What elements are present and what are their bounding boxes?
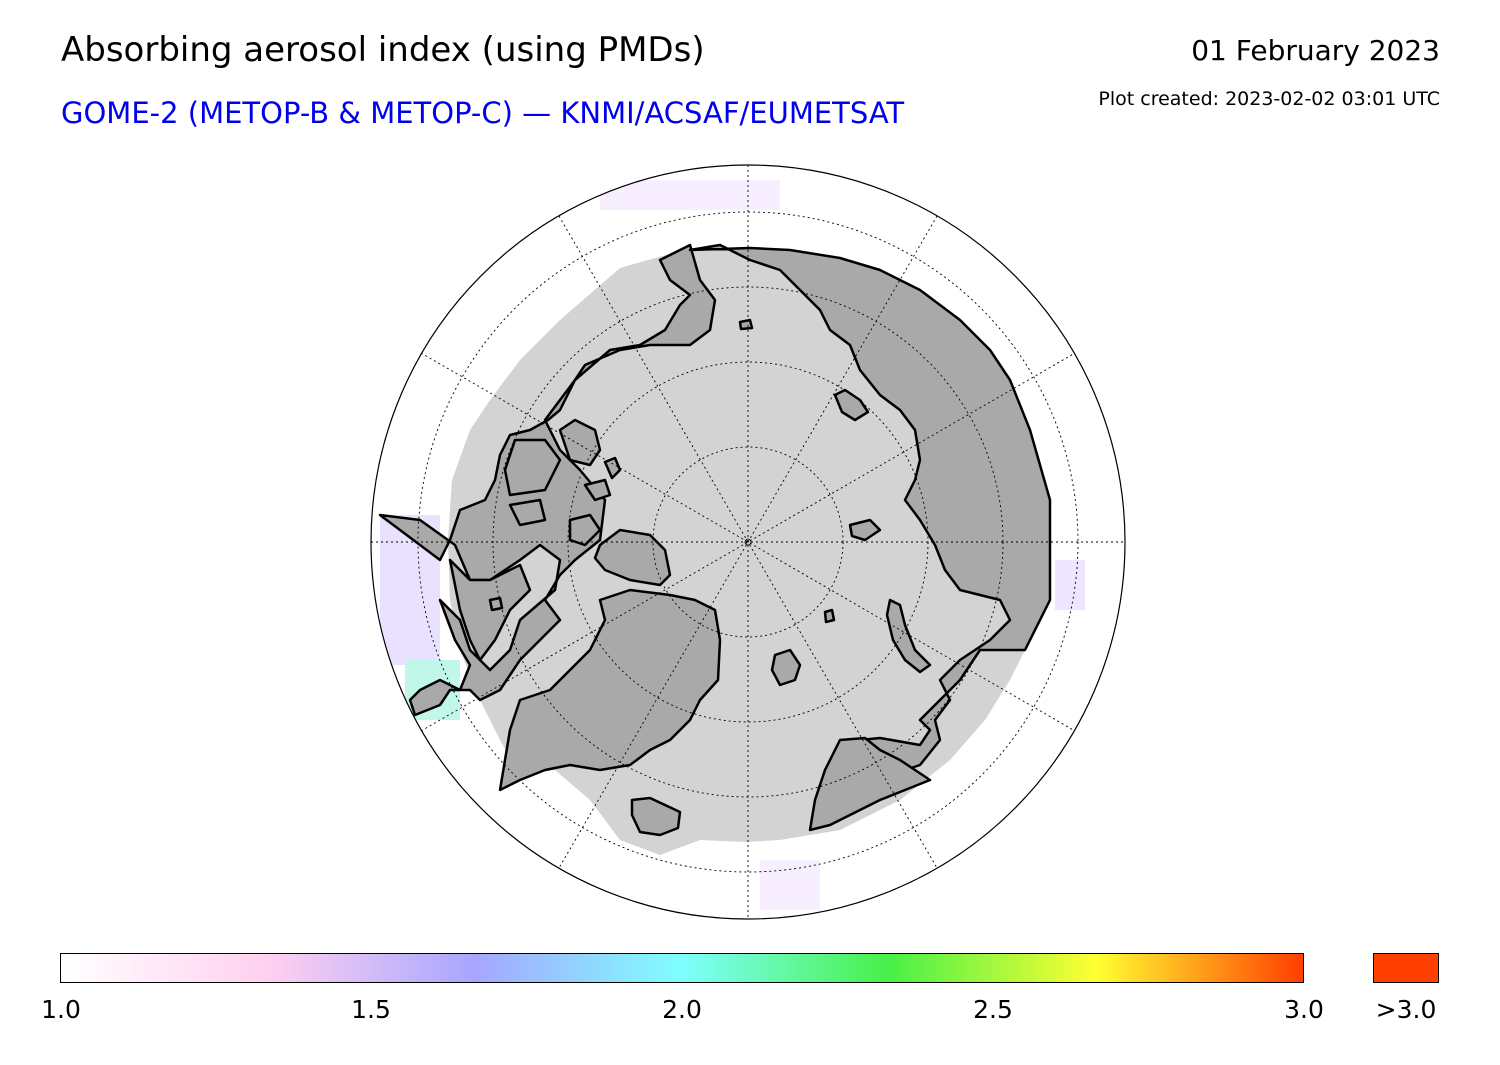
land-novaya-zemlya	[885, 598, 932, 674]
island-severnaya	[848, 518, 882, 542]
land-svalbard	[770, 648, 802, 687]
island-devon	[503, 438, 562, 497]
land-siberia	[688, 243, 1052, 777]
graticule	[371, 165, 1125, 919]
island-franz-josef	[823, 608, 836, 624]
pole-marker	[744, 538, 752, 546]
aerosol-speckle-layer	[380, 180, 1085, 910]
land-layer	[378, 243, 1052, 837]
island-prince-patrick	[508, 498, 547, 527]
polar-map	[370, 164, 1126, 920]
map-date: 01 February 2023	[1191, 34, 1440, 67]
land-canada-mainland	[448, 558, 532, 662]
map-subtitle: GOME-2 (METOP-B & METOP-C) — KNMI/ACSAF/…	[61, 96, 905, 130]
colorbar-tick-1.0: 1.0	[41, 995, 81, 1024]
land-scandinavia	[808, 736, 932, 832]
island-victoria	[568, 513, 602, 547]
map-boundary	[370, 164, 1126, 920]
colorbar-tick-1.5: 1.5	[351, 995, 391, 1024]
island-banks	[603, 456, 622, 480]
island-baffin	[593, 528, 672, 587]
colorbar-over-box	[1373, 953, 1439, 983]
island-wrangel	[738, 318, 754, 331]
colorbar-tick-2.0: 2.0	[662, 995, 702, 1024]
island-melville	[583, 478, 612, 502]
map-title: Absorbing aerosol index (using PMDs)	[61, 30, 705, 70]
colorbar-over-label: >3.0	[1375, 995, 1437, 1024]
island-bathurst	[488, 596, 504, 612]
land-greenland	[498, 588, 722, 792]
island-ellesmere	[558, 418, 602, 467]
land-iceland	[630, 796, 682, 837]
colorbar-tick-3.0: 3.0	[1284, 995, 1324, 1024]
colorbar	[60, 953, 1304, 983]
plot-created-label: Plot created: 2023-02-02 03:01 UTC	[1098, 88, 1440, 110]
colorbar-tick-2.5: 2.5	[973, 995, 1013, 1024]
